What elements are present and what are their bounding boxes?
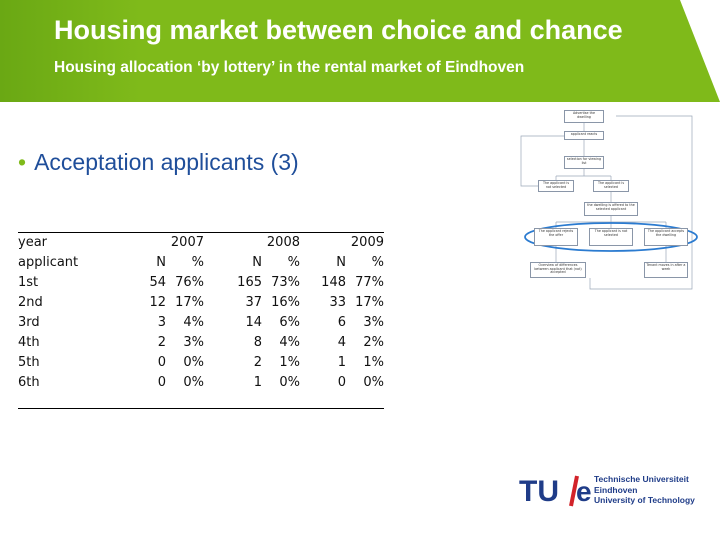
table-row: 4th 2 3% 8 4% 4 2%: [18, 333, 384, 353]
university-name: Technische Universiteit Eindhoven Univer…: [594, 474, 695, 506]
cell-n: 0: [157, 355, 166, 370]
table-subheader-row: applicant N % N % N %: [18, 253, 384, 273]
cell-pct: 17%: [355, 295, 384, 310]
col-pct-header: %: [191, 255, 204, 270]
table-row: 3rd 3 4% 14 6% 6 3%: [18, 313, 384, 333]
flow-box: The applicant is selected: [593, 180, 629, 192]
cell-pct: 77%: [355, 275, 384, 290]
row-label: 3rd: [18, 315, 40, 330]
flow-box: The applicant is not selected: [589, 228, 633, 246]
cell-n: 54: [149, 275, 166, 290]
university-line: Technische Universiteit: [594, 474, 689, 484]
flow-box: The applicant rejects the offer: [534, 228, 578, 246]
tue-logo-icon: TU e: [519, 475, 592, 508]
header-gradient: [0, 0, 140, 102]
cell-n: 1: [337, 355, 346, 370]
flow-box: Overview of differences between applican…: [530, 262, 586, 278]
cell-pct: 2%: [363, 335, 384, 350]
cell-pct: 1%: [363, 355, 384, 370]
bullet-dot-icon: •: [18, 149, 27, 175]
allocation-flowchart: Advertise the dwelling applicant reacts …: [516, 106, 716, 296]
applicant-label: applicant: [18, 255, 79, 270]
cell-pct: 0%: [279, 375, 300, 390]
cell-n: 14: [245, 315, 262, 330]
row-label: 6th: [18, 375, 40, 390]
cell-n: 8: [253, 335, 262, 350]
slide-subtitle: Housing allocation ‘by lottery’ in the r…: [54, 59, 525, 76]
flow-box: applicant reacts: [564, 131, 604, 140]
cell-n: 1: [253, 375, 262, 390]
cell-pct: 4%: [279, 335, 300, 350]
cell-pct: 17%: [175, 295, 204, 310]
cell-n: 12: [149, 295, 166, 310]
col-pct-header: %: [287, 255, 300, 270]
table-row: 2nd 12 17% 37 16% 33 17%: [18, 293, 384, 313]
cell-n: 148: [321, 275, 346, 290]
cell-n: 6: [337, 315, 346, 330]
row-label: 5th: [18, 355, 40, 370]
table-row: 5th 0 0% 2 1% 1 1%: [18, 353, 384, 373]
bullet-text: Acceptation applicants (3): [34, 149, 299, 175]
slide-title: Housing market between choice and chance: [54, 15, 623, 45]
cell-pct: 3%: [183, 335, 204, 350]
flow-box: Advertise the dwelling: [564, 110, 604, 123]
cell-pct: 4%: [183, 315, 204, 330]
cell-pct: 1%: [279, 355, 300, 370]
flow-box: The applicant accepts the dwelling: [644, 228, 688, 246]
flow-box: The applicant is not selected: [538, 180, 574, 192]
logo-slash: [569, 475, 579, 507]
year-header: 2007: [136, 232, 204, 253]
cell-n: 2: [157, 335, 166, 350]
cell-n: 0: [157, 375, 166, 390]
cell-pct: 0%: [363, 375, 384, 390]
cell-pct: 16%: [271, 295, 300, 310]
cell-pct: 6%: [279, 315, 300, 330]
col-n-header: N: [156, 255, 166, 270]
table-header-row: year 2007 2008 2009: [18, 232, 384, 253]
col-pct-header: %: [371, 255, 384, 270]
cell-n: 165: [237, 275, 262, 290]
highlight-ellipse: [524, 222, 698, 252]
logo-mark-left: TU: [519, 475, 559, 508]
table-bottom-rule: [18, 408, 384, 409]
table-row: 6th 0 0% 1 0% 0 0%: [18, 373, 384, 393]
cell-n: 3: [157, 315, 166, 330]
cell-n: 37: [245, 295, 262, 310]
university-line: Eindhoven: [594, 484, 638, 495]
cell-pct: 0%: [183, 355, 204, 370]
table-row: 1st 54 76% 165 73% 148 77%: [18, 273, 384, 293]
year-header: 2009: [300, 232, 384, 253]
flow-box: selection for viewing list: [564, 156, 604, 169]
col-n-header: N: [252, 255, 262, 270]
cell-pct: 76%: [175, 275, 204, 290]
header-corner-cut: [680, 0, 720, 102]
year-label: year: [18, 232, 136, 253]
flow-box: the dwelling is offered to the selected …: [584, 202, 638, 216]
bullet-heading: • Acceptation applicants (3): [18, 149, 299, 176]
cell-pct: 0%: [183, 375, 204, 390]
cell-n: 4: [337, 335, 346, 350]
flowchart-connectors: [520, 115, 698, 290]
cell-pct: 73%: [271, 275, 300, 290]
row-label: 1st: [18, 275, 39, 290]
logo-mark-right: e: [576, 476, 592, 507]
university-line: University of Technology: [594, 495, 695, 505]
cell-n: 0: [337, 375, 346, 390]
acceptation-table: year 2007 2008 2009 applicant N % N % N …: [18, 232, 384, 393]
cell-n: 33: [329, 295, 346, 310]
header-banner: Housing market between choice and chance…: [0, 0, 720, 102]
col-n-header: N: [336, 255, 346, 270]
flow-box: Tenant moves in after a week: [644, 262, 688, 278]
cell-pct: 3%: [363, 315, 384, 330]
cell-n: 2: [253, 355, 262, 370]
row-label: 4th: [18, 335, 40, 350]
year-header: 2008: [204, 232, 300, 253]
row-label: 2nd: [18, 295, 43, 310]
